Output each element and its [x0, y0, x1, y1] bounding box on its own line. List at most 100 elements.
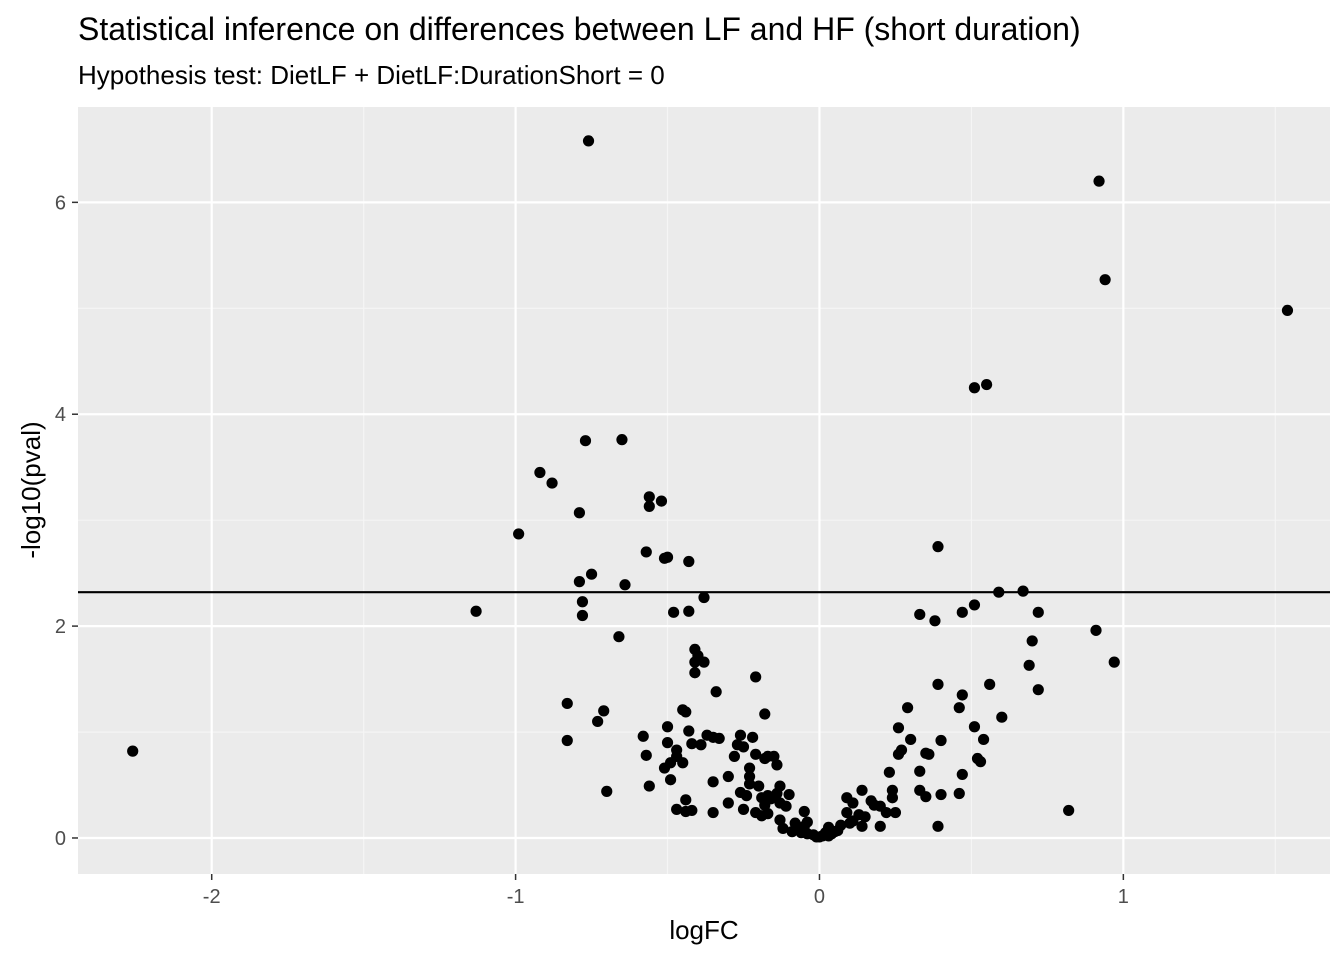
data-point [677, 757, 689, 769]
data-point [598, 705, 610, 717]
data-point [996, 711, 1008, 723]
data-point [953, 702, 965, 714]
data-point [683, 555, 695, 568]
data-point [640, 546, 652, 558]
data-point [859, 811, 871, 823]
data-point [1093, 175, 1105, 187]
data-point [573, 576, 586, 588]
data-point [689, 667, 701, 679]
data-points [127, 135, 1294, 843]
data-point [1281, 304, 1294, 317]
data-point [658, 552, 671, 564]
data-point [750, 748, 762, 760]
major-gridlines [78, 107, 1330, 874]
data-point [977, 733, 990, 746]
data-point [573, 507, 586, 519]
chart-subtitle: Hypothesis test: DietLF + DietLF:Duratio… [78, 60, 665, 90]
data-point [680, 794, 692, 806]
data-point [847, 797, 859, 809]
data-point [920, 791, 932, 803]
data-point [1032, 606, 1044, 618]
data-point [585, 568, 598, 580]
y-tick-label: 2 [55, 616, 66, 638]
data-point [737, 741, 750, 753]
y-tick-label: 4 [55, 404, 66, 426]
data-point [822, 830, 835, 842]
data-point [683, 725, 695, 737]
data-point [993, 586, 1005, 598]
data-point [722, 797, 734, 809]
data-point [883, 766, 895, 778]
data-point [935, 734, 947, 747]
data-point [771, 759, 783, 771]
data-point [932, 678, 944, 690]
data-point [619, 579, 631, 591]
data-point [576, 609, 589, 622]
data-point [783, 788, 795, 801]
data-point [798, 805, 810, 818]
data-point [1063, 804, 1075, 817]
data-point [127, 745, 139, 757]
data-point [686, 738, 698, 750]
data-point [713, 732, 725, 744]
x-tick-label: -1 [507, 886, 525, 908]
data-point [780, 800, 792, 812]
data-point [759, 708, 771, 720]
data-point [737, 803, 750, 815]
data-point [905, 733, 917, 746]
data-point [1099, 274, 1111, 286]
data-point [601, 785, 613, 797]
data-point [728, 750, 740, 763]
data-point [886, 792, 899, 804]
data-point [743, 762, 756, 774]
data-point [1090, 624, 1102, 636]
data-point [981, 378, 993, 391]
data-point [680, 706, 692, 718]
data-point [661, 721, 674, 733]
data-point [892, 722, 905, 734]
data-point [759, 752, 771, 765]
data-point [683, 605, 695, 617]
data-point [935, 788, 947, 801]
data-point [777, 822, 789, 835]
data-point [856, 820, 868, 832]
data-point [1023, 659, 1035, 671]
data-point [914, 765, 926, 777]
x-tick-label: 1 [1118, 886, 1129, 908]
y-axis-title: -log10(pval) [16, 421, 46, 558]
data-point [661, 737, 674, 749]
data-point [576, 596, 589, 608]
data-point [707, 806, 719, 819]
x-tick-label: -2 [203, 886, 221, 908]
data-point [774, 814, 786, 826]
data-point [561, 697, 573, 710]
data-point [889, 806, 902, 819]
data-point [974, 756, 987, 768]
data-point [759, 799, 771, 811]
data-point [841, 806, 853, 819]
data-point [710, 686, 722, 698]
data-point [668, 606, 680, 618]
plot-panel [78, 107, 1330, 874]
data-point [753, 780, 765, 792]
data-point [689, 656, 701, 668]
y-tick-label: 0 [55, 828, 66, 850]
data-point [932, 541, 944, 553]
chart-title: Statistical inference on differences bet… [78, 11, 1081, 47]
data-point [470, 605, 482, 617]
data-point [640, 749, 652, 761]
data-point [658, 762, 671, 774]
data-point [643, 491, 655, 503]
data-point [546, 477, 558, 489]
data-point [707, 776, 719, 788]
data-point [786, 826, 798, 838]
data-point [953, 787, 965, 800]
data-point [844, 817, 856, 829]
data-point [968, 599, 981, 611]
data-point [643, 780, 655, 792]
data-point [856, 784, 868, 796]
data-point [914, 608, 926, 621]
data-point [643, 500, 655, 512]
data-point [923, 748, 935, 760]
